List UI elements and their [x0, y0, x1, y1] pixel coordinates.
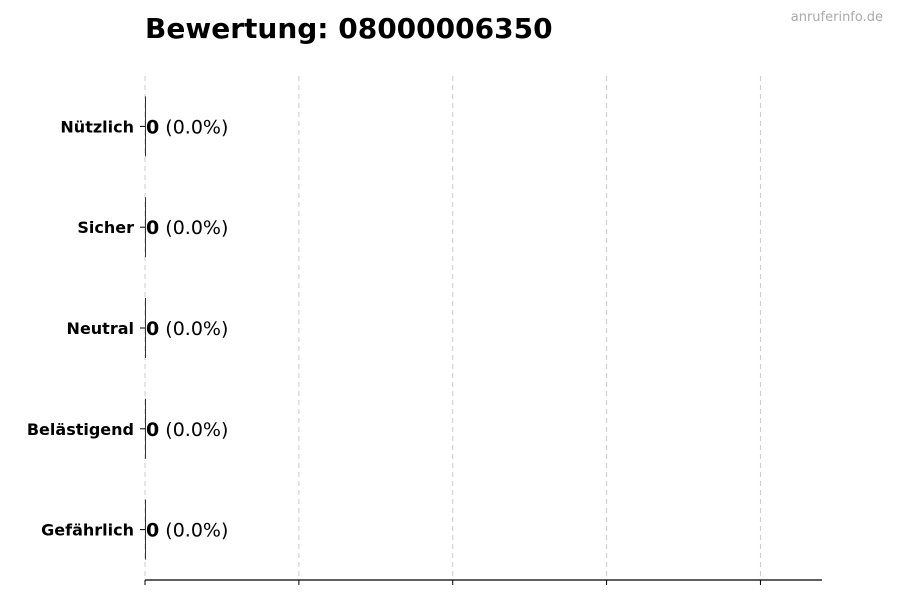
bar	[145, 398, 146, 459]
value-percent: (0.0%)	[165, 217, 228, 239]
bar	[145, 197, 146, 258]
value-count: 0	[146, 116, 159, 138]
value-count: 0	[146, 419, 159, 441]
chart-title: Bewertung: 08000006350	[145, 12, 553, 45]
category-label: Belästigend	[27, 420, 134, 439]
value-count: 0	[146, 520, 159, 542]
value-label: 0 (0.0%)	[146, 116, 228, 138]
bar	[145, 499, 146, 560]
value-count: 0	[146, 217, 159, 239]
value-label: 0 (0.0%)	[146, 318, 228, 340]
category-label: Sicher	[77, 218, 134, 237]
bar	[145, 298, 146, 358]
value-percent: (0.0%)	[165, 520, 228, 542]
watermark: anruferinfo.de	[790, 10, 883, 25]
value-label: 0 (0.0%)	[146, 419, 228, 441]
bar	[145, 96, 146, 157]
category-label: Nützlich	[60, 117, 134, 136]
value-percent: (0.0%)	[165, 116, 228, 138]
value-count: 0	[146, 318, 159, 340]
value-percent: (0.0%)	[165, 318, 228, 340]
category-label: Neutral	[67, 319, 134, 338]
category-label: Gefährlich	[41, 521, 134, 540]
value-percent: (0.0%)	[165, 419, 228, 441]
value-label: 0 (0.0%)	[146, 520, 228, 542]
value-label: 0 (0.0%)	[146, 217, 228, 239]
